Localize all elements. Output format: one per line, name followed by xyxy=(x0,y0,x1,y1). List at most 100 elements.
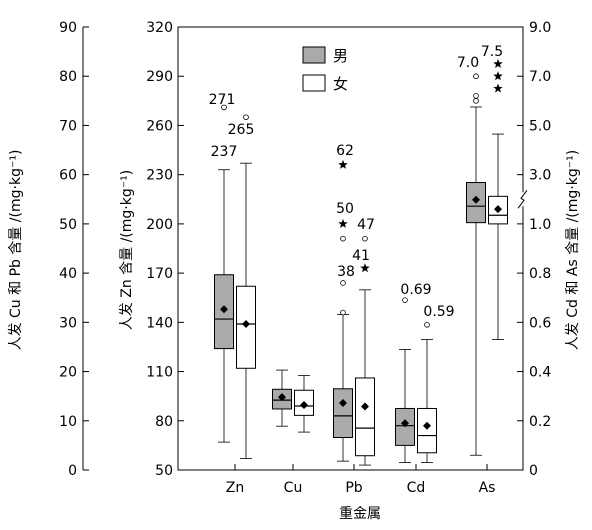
box-group xyxy=(272,369,292,427)
right-tick-label: 0 xyxy=(529,463,538,479)
left-outer-tick-label: 70 xyxy=(59,118,77,134)
right-tick-label: 3.0 xyxy=(529,168,551,184)
outlier-label: 0.69 xyxy=(400,282,431,298)
outlier-circle xyxy=(424,321,430,328)
box-iqr xyxy=(333,388,353,439)
outlier-star xyxy=(338,218,348,228)
right-tick-label: 0.4 xyxy=(529,365,551,381)
outlier-circle xyxy=(473,93,479,99)
left-inner-tick-label: 320 xyxy=(146,20,173,36)
box-group xyxy=(236,162,256,459)
box-group xyxy=(488,133,508,340)
mean-marker xyxy=(300,401,308,410)
right-axis-label: 人发 Cd 和 As 含量 /(mg·kg⁻¹) xyxy=(565,150,581,350)
mean-marker xyxy=(401,419,409,428)
boxes-layer xyxy=(214,106,508,466)
legend: 男 女 xyxy=(302,46,348,93)
left-inner-tick-label: 200 xyxy=(146,217,173,233)
right-tick-label: 1.0 xyxy=(529,217,551,233)
outlier-label: 265 xyxy=(228,122,255,138)
box-group xyxy=(214,169,234,443)
outliers-layer xyxy=(221,58,503,328)
x-tick-label: As xyxy=(479,480,496,496)
axis-break-mark xyxy=(517,189,528,209)
mean-marker xyxy=(472,195,480,204)
outlier-circle xyxy=(473,98,479,104)
left-inner-tick-label: 50 xyxy=(155,463,173,479)
outlier-label: 0.59 xyxy=(423,304,454,320)
box-group xyxy=(466,106,486,456)
box-group xyxy=(417,339,437,464)
mean-marker xyxy=(278,393,286,402)
outlier-circle xyxy=(362,235,368,242)
left-outer-tick-label: 40 xyxy=(59,266,77,282)
outlier-label: 47 xyxy=(357,217,375,233)
left-outer-tick-label: 0 xyxy=(68,463,77,479)
left-outer-axis-label: 人发 Cu 和 Pb 含量 /(mg·kg⁻¹) xyxy=(8,150,24,351)
left-outer-tick-label: 60 xyxy=(59,168,77,184)
outlier-label: 271 xyxy=(209,92,236,108)
outlier-circle xyxy=(221,104,227,111)
outlier-circle xyxy=(243,114,249,121)
legend-label-male: 男 xyxy=(333,47,348,65)
outlier-star xyxy=(360,263,370,273)
outlier-label: 41 xyxy=(352,248,370,264)
axis-break-gap xyxy=(521,192,526,207)
left-inner-tick-label: 230 xyxy=(146,168,173,184)
outlier-circle xyxy=(402,297,408,303)
left-outer-tick-label: 20 xyxy=(59,365,77,381)
box-group xyxy=(355,289,375,466)
outlier-label: 237 xyxy=(211,144,238,160)
left-outer-tick-label: 80 xyxy=(59,69,77,85)
x-tick-label: Cu xyxy=(284,480,303,496)
mean-marker xyxy=(242,319,250,328)
left-inner-tick-label: 110 xyxy=(146,365,173,381)
outlier-label: 7.5 xyxy=(481,44,503,60)
outlier-circle xyxy=(340,280,346,286)
outlier-star xyxy=(493,71,503,81)
left-inner-axis-label: 人发 Zn 含量 /(mg·kg⁻¹) xyxy=(119,170,135,330)
left-outer-tick-label: 90 xyxy=(59,20,77,36)
outlier-label: 62 xyxy=(336,143,354,159)
left-inner-tick-label: 260 xyxy=(146,118,173,134)
mean-marker xyxy=(361,402,369,411)
left-inner-tick-label: 140 xyxy=(146,315,173,331)
outlier-star xyxy=(493,58,503,68)
outlier-circle xyxy=(340,309,346,316)
box-group xyxy=(395,349,415,464)
left-outer-tick-label: 10 xyxy=(59,414,77,430)
left-outer-tick-label: 50 xyxy=(59,217,77,233)
legend-label-female: 女 xyxy=(333,75,348,93)
outlier-star xyxy=(493,83,503,93)
outlier-circle xyxy=(340,235,346,242)
axes-layer: 0 10 20 30 40 50 60 70 80 90 50 80 110 140 170 200 230 26… xyxy=(59,20,551,496)
mean-marker xyxy=(220,305,228,314)
box-iqr xyxy=(355,377,375,457)
mean-marker xyxy=(423,421,431,430)
right-tick-label: 0.6 xyxy=(529,315,551,331)
mean-marker xyxy=(494,205,502,214)
x-tick-label: Pb xyxy=(345,480,362,496)
legend-swatch-female xyxy=(302,74,326,92)
box-group xyxy=(294,375,314,433)
x-tick-label: Cd xyxy=(407,480,426,496)
mean-marker xyxy=(339,399,347,408)
right-tick-label: 9.0 xyxy=(529,20,551,36)
box-iqr xyxy=(417,407,437,454)
outlier-circle xyxy=(473,73,479,80)
legend-swatch-male xyxy=(302,46,326,64)
right-tick-label: 7.0 xyxy=(529,69,551,85)
left-outer-tick-label: 30 xyxy=(59,315,77,331)
outlier-label: 50 xyxy=(336,201,354,217)
x-axis-label: 重金属 xyxy=(339,506,381,522)
left-inner-tick-label: 290 xyxy=(146,69,173,85)
left-inner-tick-label: 170 xyxy=(146,266,173,282)
right-tick-label: 0.2 xyxy=(529,414,551,430)
outlier-star xyxy=(338,159,348,169)
left-inner-tick-label: 80 xyxy=(155,414,173,430)
x-tick-label: Zn xyxy=(226,480,244,496)
box-group xyxy=(333,314,353,462)
plot-frame xyxy=(177,26,524,471)
